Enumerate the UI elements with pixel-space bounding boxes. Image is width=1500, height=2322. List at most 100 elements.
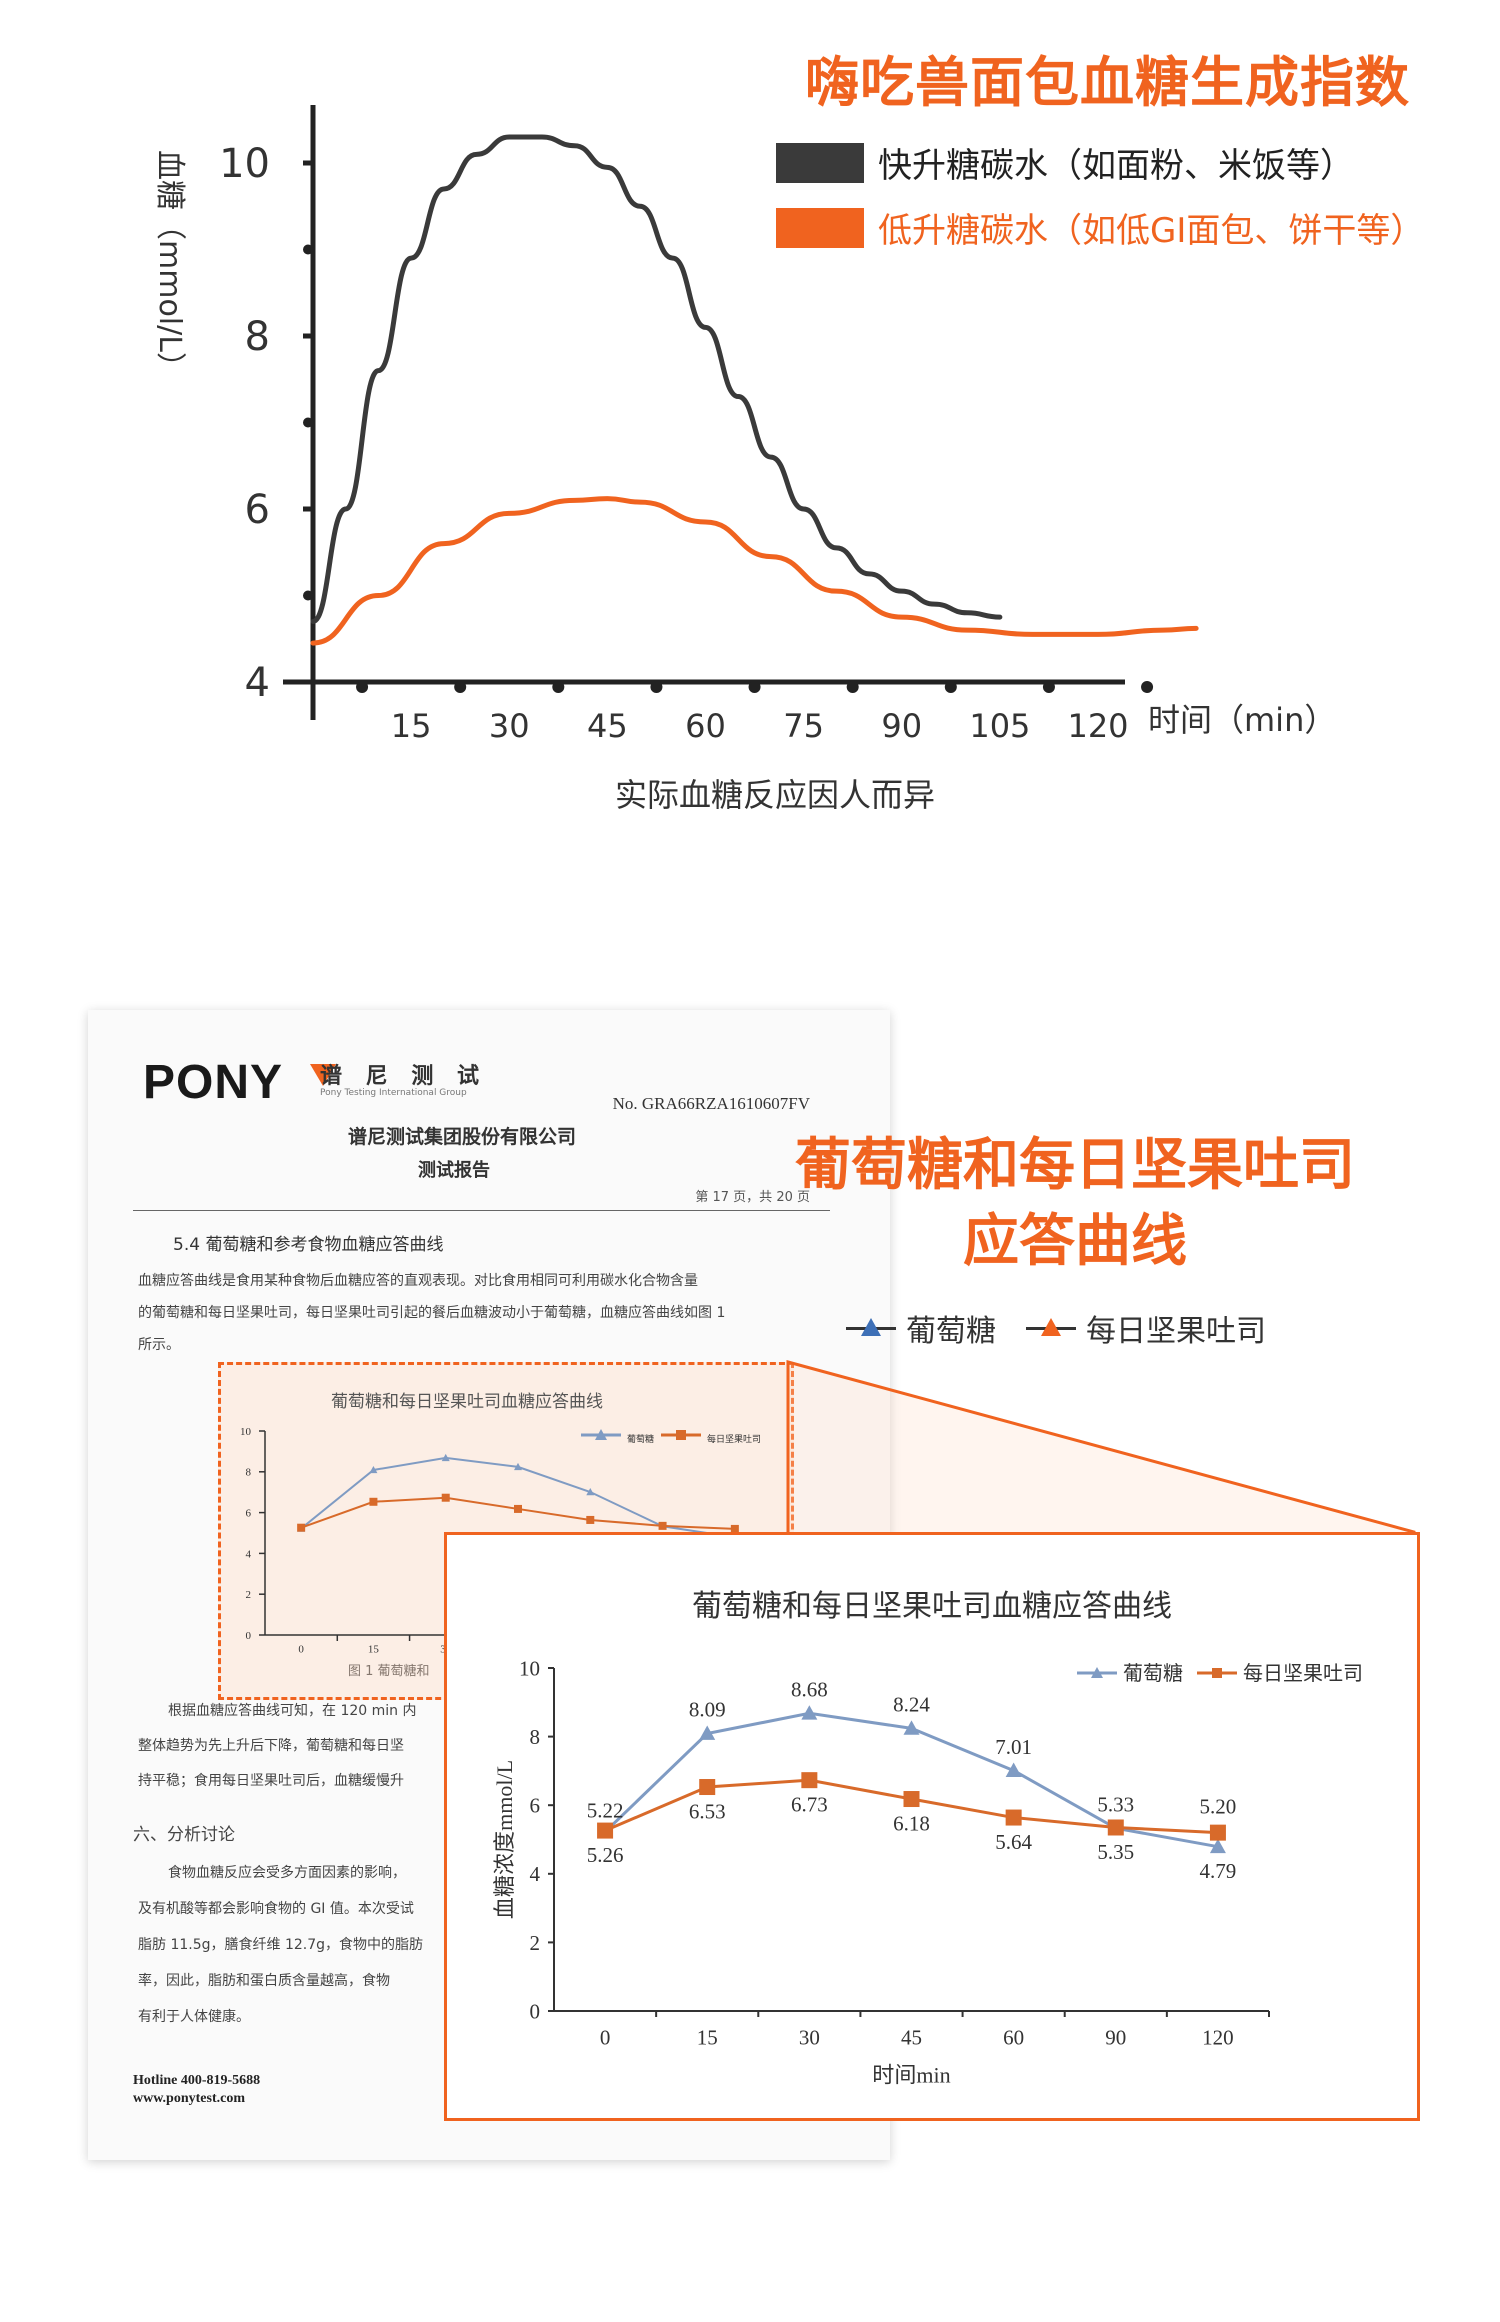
discussion-line-4: 率，因此，脂肪和蛋白质含量越高，食物 (138, 1973, 390, 1989)
zoom-data-label: 5.22 (587, 1798, 624, 1822)
zoom-data-label: 6.53 (689, 1800, 726, 1824)
zoom-glucose-point (1005, 1762, 1022, 1777)
mini-glucose-point (586, 1487, 595, 1496)
x-minor-tick (1141, 681, 1154, 693)
zoomed-chart-panel: 葡萄糖和每日坚果吐司血糖应答曲线 0 2 4 6 8 10 0 15 30 45 60 90 120 时间… (444, 1532, 1420, 2121)
zoomed-chart: 0 2 4 6 8 10 0 15 30 45 60 90 120 时间min 血糖浓度mmol/L 5.22… (492, 1656, 1363, 2087)
zoom-glucose-point (699, 1725, 716, 1740)
result-line-3: 持平稳；食用每日坚果吐司后，血糖缓慢升 (138, 1773, 404, 1789)
result-line-1: 根据血糖应答曲线可知，在 120 min 内 (168, 1703, 417, 1719)
x-tick-label-60: 60 (685, 707, 726, 745)
zoom-toast-point (903, 1791, 920, 1808)
figure-caption: 图 1 葡萄糖和 (348, 1664, 430, 1679)
legend-swatch-fast (776, 142, 864, 183)
gi-chart-title: 嗨吃兽面包血糖生成指数 (805, 51, 1410, 114)
zoom-x-axis-label: 时间min (872, 2062, 950, 2087)
mini-x-tick-label-0: 0 (298, 1644, 304, 1656)
zoom-y-tick-label-4: 4 (530, 1862, 541, 1886)
zoom-x-tick-label-0: 0 (600, 2026, 611, 2050)
x-tick-label-45: 45 (587, 707, 628, 745)
mini-toast-point (658, 1521, 667, 1530)
mini-legend-marker-0 (595, 1429, 607, 1440)
zoom-x-tick-label-60: 60 (1003, 2026, 1024, 2050)
legend-swatch-low (776, 207, 864, 248)
x-minor-tick (356, 681, 369, 693)
blue-triangle-icon (861, 1317, 881, 1336)
x-tick-label-120: 120 (1067, 707, 1128, 745)
legend-toast-label: 每日坚果吐司 (1086, 1314, 1266, 1349)
y-tick-label-8: 8 (245, 314, 270, 360)
gi-chart-section: 4 6 8 10 15 30 45 60 75 90 105 120 时间（min） 血糖（mmol/L）… (0, 0, 1500, 880)
mini-y-tick-label-8: 8 (246, 1467, 252, 1479)
x-axis-label: 时间（min） (1148, 701, 1336, 739)
series-line-fast-carb (310, 134, 1003, 624)
zoom-toast-point (801, 1772, 818, 1789)
mini-chart-title: 葡萄糖和每日坚果吐司血糖应答曲线 (331, 1392, 603, 1412)
zoom-glucose-point (903, 1720, 920, 1735)
brand-cn: 谱 尼 测 试 (320, 1064, 487, 1089)
paragraph-line-1: 血糖应答曲线是食用某种食物后血糖应答的直观表现。对比食用相同可利用碳水化合物含量 (138, 1273, 698, 1289)
mini-toast-point (369, 1497, 378, 1506)
zoom-data-label: 8.09 (689, 1698, 726, 1722)
mini-toast-point (730, 1524, 739, 1533)
zoom-data-label: 5.35 (1097, 1840, 1134, 1864)
y-tick-label-10: 10 (219, 141, 270, 187)
zoom-x-tick-label-45: 45 (901, 2026, 922, 2050)
legend-glucose-label: 葡萄糖 (906, 1314, 996, 1349)
discussion-line-1: 食物血糖反应会受多方面因素的影响， (168, 1865, 406, 1881)
x-minor-tick (846, 681, 859, 693)
zoom-x-tick-label-120: 120 (1202, 2026, 1234, 2050)
report-number: No. GRA66RZA1610607FV (612, 1094, 810, 1113)
section-title: 5.4 葡萄糖和参考食物血糖应答曲线 (173, 1235, 444, 1255)
pony-logo: PONY (143, 1056, 284, 1109)
zoom-data-label: 5.64 (995, 1830, 1032, 1854)
legend-toast: 每日坚果吐司 (1026, 1306, 1266, 1350)
zoom-y-tick-label-10: 10 (519, 1656, 540, 1680)
x-minor-tick (1042, 681, 1055, 693)
pony-logo-mark-icon (310, 1064, 336, 1086)
discussion-line-3: 脂肪 11.5g，膳食纤维 12.7g，食物中的脂肪 (138, 1937, 424, 1953)
zoom-data-label: 5.26 (587, 1843, 624, 1867)
brand-en: Pony Testing International Group (320, 1088, 467, 1098)
zoom-y-tick-label-0: 0 (530, 1999, 541, 2023)
heading-line-1: 葡萄糖和每日坚果吐司 (795, 1133, 1355, 1198)
legend-glucose-line (846, 1317, 896, 1336)
x-tick-label-105: 105 (969, 707, 1030, 745)
zoom-x-tick-label-90: 90 (1105, 2026, 1126, 2050)
legend-glucose: 葡萄糖 (846, 1306, 996, 1350)
mini-toast-point (441, 1493, 450, 1502)
zoom-legend-marker-0 (1091, 1667, 1103, 1678)
zoom-toast-point (1107, 1819, 1124, 1836)
x-minor-tick (748, 681, 761, 693)
legend-label-fast: 快升糖碳水（如面粉、米饭等） (878, 146, 1354, 186)
mini-glucose-point (441, 1453, 450, 1462)
y-tick-label-6: 6 (245, 487, 270, 533)
y-minor-tick (303, 244, 313, 255)
hotline: Hotline 400-819-5688 (133, 2073, 261, 2088)
zoom-y-tick-label-2: 2 (530, 1931, 541, 1955)
zoom-y-tick-label-8: 8 (530, 1725, 541, 1749)
mini-legend-label-1: 每日坚果吐司 (707, 1433, 761, 1445)
report-footer: Hotline 400-819-5688 www.ponytest.com (133, 2072, 260, 2108)
zoom-toast-point (1209, 1824, 1226, 1841)
zoom-data-label: 7.01 (995, 1735, 1032, 1759)
paragraph-line-2: 的葡萄糖和每日坚果吐司，每日坚果吐司引起的餐后血糖波动小于葡萄糖，血糖应答曲线如… (138, 1305, 726, 1321)
y-axis-label: 血糖（mmol/L） (152, 150, 187, 382)
mini-glucose-point (514, 1462, 522, 1471)
discussion-title: 六、分析讨论 (133, 1825, 235, 1845)
result-line-2: 整体趋势为先上升后下降，葡萄糖和每日坚 (138, 1738, 404, 1754)
zoom-glucose-point (801, 1705, 818, 1720)
page-number: 第 17 页，共 20 页 (695, 1190, 810, 1205)
zoom-data-label: 4.79 (1200, 1859, 1237, 1883)
mini-y-tick-label-0: 0 (246, 1630, 252, 1642)
zoom-y-tick-label-6: 6 (530, 1794, 541, 1818)
zoom-x-tick-label-15: 15 (697, 2026, 718, 2050)
zoom-toast-point (699, 1779, 716, 1796)
y-minor-tick (303, 590, 313, 601)
zoom-data-label: 5.33 (1097, 1792, 1134, 1816)
zoom-legend-label-0: 葡萄糖 (1123, 1661, 1183, 1685)
mini-toast-point (297, 1523, 306, 1532)
legend-label-low: 低升糖碳水（如低GI面包、饼干等） (878, 211, 1425, 251)
zoom-glucose-point (1209, 1838, 1226, 1854)
comparison-legend: 葡萄糖 每日坚果吐司 (846, 1306, 1296, 1350)
